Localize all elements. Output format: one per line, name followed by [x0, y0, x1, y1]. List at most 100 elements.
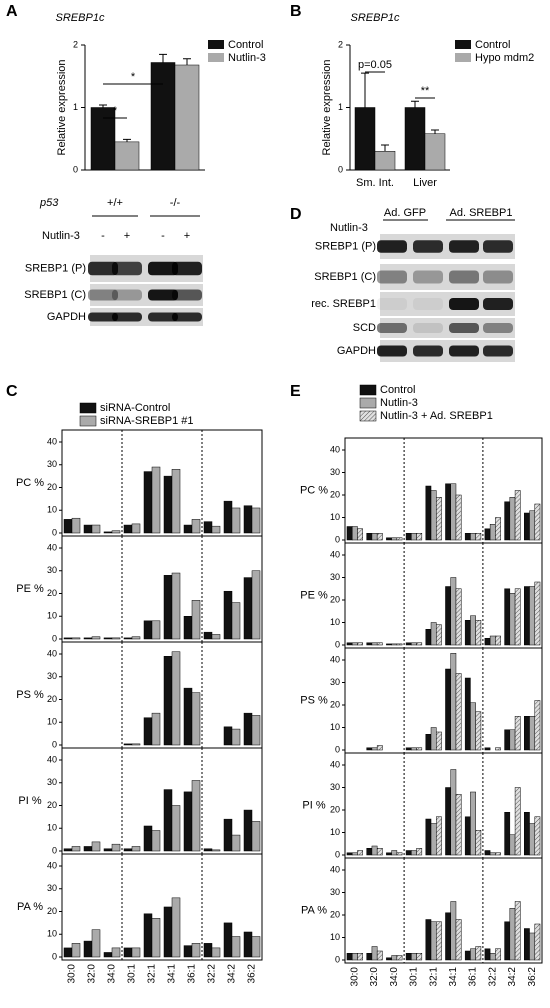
legend-swatch [359, 397, 377, 409]
bar [203, 521, 213, 534]
y-tick-label: 0 [52, 845, 57, 855]
y-tick-label: 20 [330, 489, 340, 499]
bar [111, 843, 121, 852]
bar [534, 923, 541, 961]
error-bar [183, 58, 191, 65]
y-tick-label: 40 [47, 754, 57, 764]
bar [371, 845, 378, 856]
blot-strip [90, 284, 203, 306]
blot-band [88, 312, 118, 322]
y-tick-label: 0 [335, 744, 340, 754]
bar [374, 151, 396, 171]
y-axis-label: PC % [300, 484, 328, 496]
bar [123, 848, 133, 852]
bar [171, 805, 181, 852]
bar [351, 953, 358, 961]
error-bar [361, 72, 369, 108]
blot-band [413, 240, 443, 253]
panel-frame [344, 857, 543, 964]
bar [191, 600, 201, 640]
bar [103, 848, 113, 852]
nutlin-label: Nutlin-3 [42, 230, 80, 242]
bar [391, 850, 398, 856]
bar [171, 469, 181, 534]
y-axis-label: PE % [300, 589, 328, 601]
bar [484, 638, 491, 646]
bar [91, 636, 101, 640]
y-tick-label: 30 [330, 782, 340, 792]
bar [425, 919, 432, 961]
bar [223, 590, 233, 640]
blot-strip [380, 340, 515, 362]
bar [223, 922, 233, 958]
error-bar [123, 138, 131, 142]
nutlin-state: + [124, 230, 130, 242]
y-tick-label: 10 [330, 722, 340, 732]
bar [251, 507, 261, 534]
bar [346, 852, 353, 856]
y-axis-label: PI % [18, 795, 41, 807]
blot-strip [380, 264, 515, 290]
bar [416, 747, 423, 751]
bar [470, 791, 476, 856]
category-label: 36:1 [468, 967, 479, 987]
bar [445, 586, 451, 646]
bar [151, 466, 161, 534]
category-label: -/- [170, 197, 181, 209]
legend-label: Control [228, 39, 263, 51]
bar [231, 507, 241, 534]
bar [111, 947, 121, 958]
y-tick-label: 0 [335, 954, 340, 964]
bar [63, 947, 73, 958]
bar [529, 932, 536, 961]
y-tick-label: 2 [338, 39, 343, 49]
bar [470, 533, 476, 541]
bar [411, 533, 417, 541]
y-tick-label: 30 [330, 887, 340, 897]
bar [445, 912, 451, 961]
bar [411, 747, 417, 751]
bar [396, 643, 403, 646]
bar [191, 943, 201, 958]
bar [131, 743, 141, 746]
bar [131, 846, 141, 852]
y-tick-label: 0 [335, 849, 340, 859]
bar [436, 497, 442, 541]
y-tick-label: 40 [330, 549, 340, 559]
bar [411, 642, 417, 646]
bar [455, 673, 462, 751]
bar [163, 906, 173, 958]
y-tick-label: 10 [330, 512, 340, 522]
bar [386, 643, 392, 646]
bar [357, 850, 363, 856]
error-bar [431, 129, 439, 134]
blot-row-label: GAPDH [47, 311, 86, 323]
bar [357, 642, 363, 646]
legend-label: Nutlin-3 [380, 397, 418, 409]
bar [151, 830, 161, 852]
category-label: 32:0 [369, 967, 380, 987]
bar [445, 668, 451, 751]
y-tick-label: 20 [47, 800, 57, 810]
bar [509, 593, 516, 646]
bar [183, 791, 193, 852]
bar [171, 651, 181, 746]
bar [243, 931, 253, 958]
bar [489, 953, 496, 961]
bar [346, 642, 353, 646]
y-tick-label: 10 [47, 823, 57, 833]
bar [484, 528, 491, 541]
bar [83, 524, 93, 534]
category-label: 34:1 [167, 964, 178, 984]
legend-swatch [208, 40, 224, 49]
y-tick-label: 40 [330, 759, 340, 769]
bar [391, 643, 398, 646]
y-tick-label: 10 [330, 617, 340, 627]
bar [509, 497, 516, 541]
bar [386, 852, 392, 856]
bar [450, 653, 457, 751]
bar [405, 642, 412, 646]
y-tick-label: 20 [47, 906, 57, 916]
significance: p=0.05 [358, 59, 392, 71]
y-tick-label: 0 [52, 739, 57, 749]
